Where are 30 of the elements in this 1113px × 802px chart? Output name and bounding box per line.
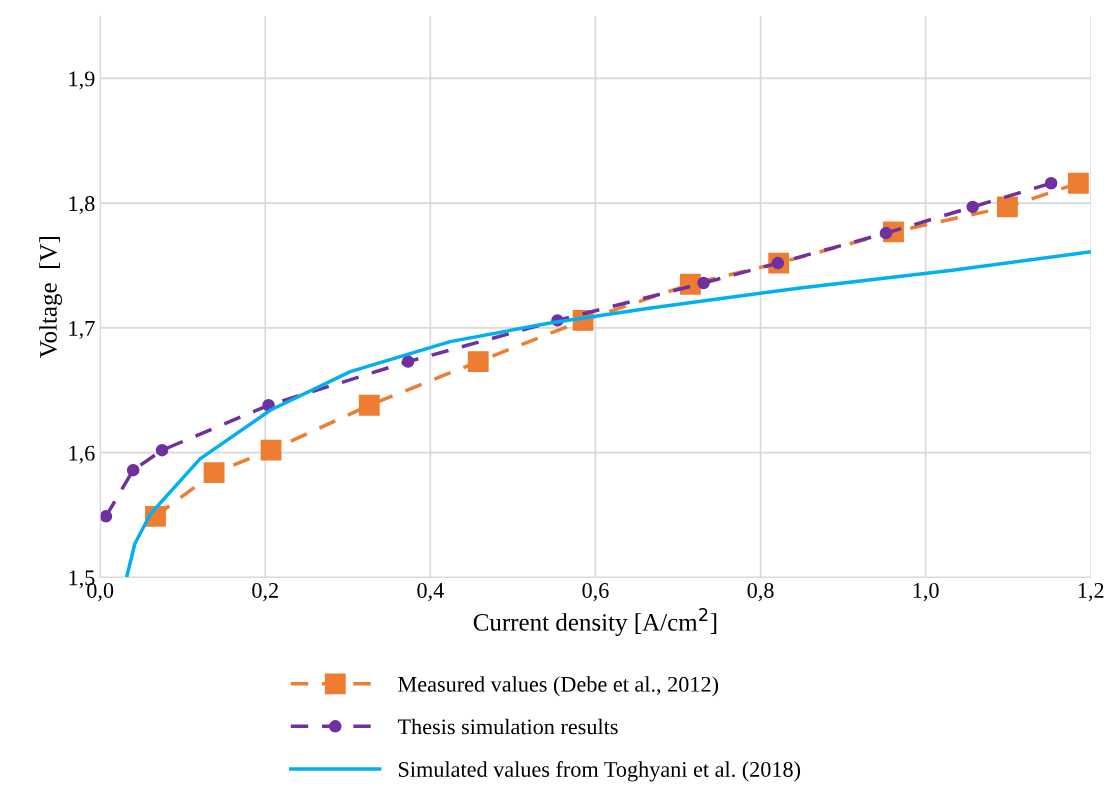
point	[401, 355, 415, 368]
point	[126, 463, 140, 477]
point	[996, 196, 1018, 218]
point	[203, 462, 225, 484]
x-tick-label: 0,4	[417, 582, 444, 602]
y-axis-title: Voltage [V]	[39, 237, 62, 359]
y-tick-label: 1,7	[69, 320, 95, 340]
point	[966, 200, 979, 214]
y-tick-label: 1,9	[69, 71, 95, 90]
x-tick-label: 0,6	[582, 582, 609, 602]
legend-label: Simulated values from Toghyani et al. (2018)	[398, 761, 801, 782]
point	[155, 443, 169, 457]
y-tick-label: 1,6	[69, 445, 95, 464]
point	[879, 226, 893, 240]
point	[358, 394, 380, 416]
point	[1044, 176, 1058, 190]
point	[1067, 172, 1089, 194]
legend-label: Thesis simulation results	[397, 718, 618, 735]
point	[697, 276, 710, 290]
point	[260, 439, 282, 461]
y-tick-label: 1,8	[69, 196, 95, 215]
point	[100, 510, 113, 523]
line-series	[124, 250, 1091, 578]
x-tick-label: 1,2	[1078, 583, 1104, 602]
legend-label: Measured values (Debe et al., 2012)	[398, 676, 719, 697]
point	[467, 351, 489, 373]
x-tick-label: 1,0	[913, 582, 939, 602]
x-axis-title: Current density [A/cm$^{2}$]	[473, 608, 717, 636]
x-tick-label: 0,8	[747, 582, 774, 602]
x-tick-label: 0,2	[252, 582, 278, 602]
